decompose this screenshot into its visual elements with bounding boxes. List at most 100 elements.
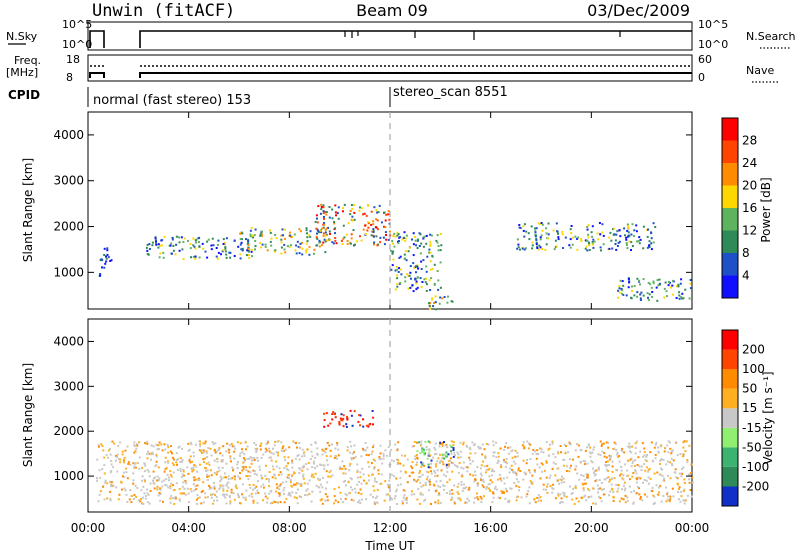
power-echo-cell — [293, 233, 296, 236]
velocity-echo-cell — [622, 498, 625, 501]
velocity-echo-cell — [433, 470, 436, 472]
velocity-echo-cell — [683, 440, 686, 443]
power-echo-cell — [596, 232, 599, 235]
power-echo-cell — [373, 243, 375, 246]
velocity-echo-cell — [308, 479, 311, 482]
velocity-echo-cell — [623, 489, 626, 492]
velocity-echo-cell — [474, 474, 477, 477]
velocity-ytick-label: 1000 — [53, 469, 84, 483]
velocity-echo-cell — [278, 494, 281, 496]
velocity-echo-cell — [600, 444, 603, 447]
velocity-echo-cell — [546, 485, 548, 488]
velocity-echo-cell — [460, 481, 463, 484]
velocity-echo-cell — [121, 475, 124, 478]
power-echo-cell — [290, 235, 293, 238]
velocity-echo-cell — [497, 496, 500, 499]
velocity-echo-cell — [487, 443, 490, 446]
velocity-echo-cell — [255, 485, 258, 488]
power-echo-cell — [159, 252, 162, 255]
velocity-echo-cell — [396, 463, 399, 465]
velocity-echo-cell — [449, 459, 452, 462]
velocity-echo-cell — [514, 471, 517, 474]
velocity-echo-cell — [605, 441, 608, 444]
velocity-echo-cell — [272, 452, 275, 455]
power-ytick-label: 4000 — [53, 128, 84, 142]
velocity-echo-cell — [599, 487, 602, 490]
velocity-echo-cell — [149, 482, 152, 485]
velocity-echo-cell — [438, 462, 441, 464]
velocity-echo-cell — [182, 492, 185, 495]
velocity-echo-cell — [670, 457, 673, 460]
power-echo-cell — [217, 251, 220, 254]
velocity-echo-cell — [256, 489, 259, 492]
power-echo-cell — [569, 246, 572, 249]
power-echo-cell — [101, 266, 103, 269]
velocity-echo-cell — [429, 483, 431, 486]
power-echo-cell — [376, 219, 379, 222]
velocity-echo-cell — [229, 500, 232, 503]
velocity-echo-cell — [587, 488, 590, 491]
velocity-echo-cell — [173, 458, 175, 461]
velocity-echo-cell — [476, 496, 479, 498]
velocity-echo-cell — [315, 484, 318, 487]
nave-tick-bottom: 0 — [698, 71, 705, 84]
velocity-echo-cell — [144, 495, 147, 497]
velocity-echo-cell — [586, 476, 589, 479]
velocity-echo-cell — [291, 459, 294, 462]
velocity-echo-cell — [311, 490, 314, 493]
velocity-colorbar-cell — [722, 408, 738, 428]
velocity-echo-cell — [488, 475, 491, 478]
velocity-echo-cell — [163, 470, 166, 473]
velocity-echo-cell — [453, 501, 456, 503]
velocity-echo-cell — [232, 468, 235, 471]
power-echo-cell — [280, 246, 283, 249]
velocity-echo-cell — [445, 454, 448, 457]
velocity-echo-cell — [202, 442, 205, 445]
power-echo-cell — [154, 239, 157, 242]
velocity-echo-cell — [142, 502, 145, 505]
power-echo-region — [145, 235, 253, 261]
velocity-echo-cell — [373, 466, 376, 469]
velocity-echo-cell — [114, 459, 117, 462]
power-echo-cell — [305, 249, 308, 252]
velocity-echo-cell — [201, 452, 203, 455]
velocity-echo-cell — [116, 456, 119, 458]
velocity-echo-cell — [300, 496, 303, 498]
velocity-echo-cell — [593, 470, 596, 473]
velocity-echo-cell — [103, 472, 106, 475]
power-echo-cell — [364, 224, 367, 227]
power-echo-cell — [591, 243, 594, 246]
power-echo-cell — [342, 224, 345, 227]
power-echo-cell — [647, 228, 649, 231]
velocity-echo-cell — [147, 470, 150, 473]
velocity-echo-cell — [533, 469, 536, 472]
velocity-echo-cell — [350, 458, 353, 461]
power-echo-cell — [313, 248, 316, 251]
velocity-echo-cell — [559, 502, 561, 505]
power-echo-region — [427, 295, 454, 311]
velocity-echo-cell — [453, 451, 456, 454]
velocity-echo-cell — [436, 460, 439, 463]
velocity-echo-cell — [285, 480, 288, 483]
velocity-echo-cell — [128, 498, 131, 501]
power-echo-cell — [612, 233, 615, 236]
velocity-echo-cell — [387, 493, 390, 496]
power-echo-cell — [324, 211, 327, 214]
power-echo-cell — [320, 206, 323, 208]
velocity-echo-cell — [140, 497, 142, 500]
velocity-echo-cell — [397, 484, 400, 487]
power-echo-cell — [592, 246, 595, 249]
power-echo-cell — [611, 247, 614, 250]
power-echo-cell — [584, 247, 587, 250]
velocity-echo-cell — [372, 458, 375, 461]
velocity-echo-cell — [647, 476, 650, 479]
velocity-echo-cell — [452, 447, 455, 450]
velocity-echo-cell — [595, 469, 598, 472]
velocity-echo-cell — [379, 452, 382, 455]
velocity-echo-cell — [260, 456, 263, 459]
power-echo-cell — [169, 244, 172, 247]
velocity-echo-cell — [264, 492, 267, 495]
velocity-echo-cell — [301, 475, 304, 478]
velocity-echo-cell — [494, 485, 497, 488]
velocity-echo-cell — [274, 501, 277, 504]
